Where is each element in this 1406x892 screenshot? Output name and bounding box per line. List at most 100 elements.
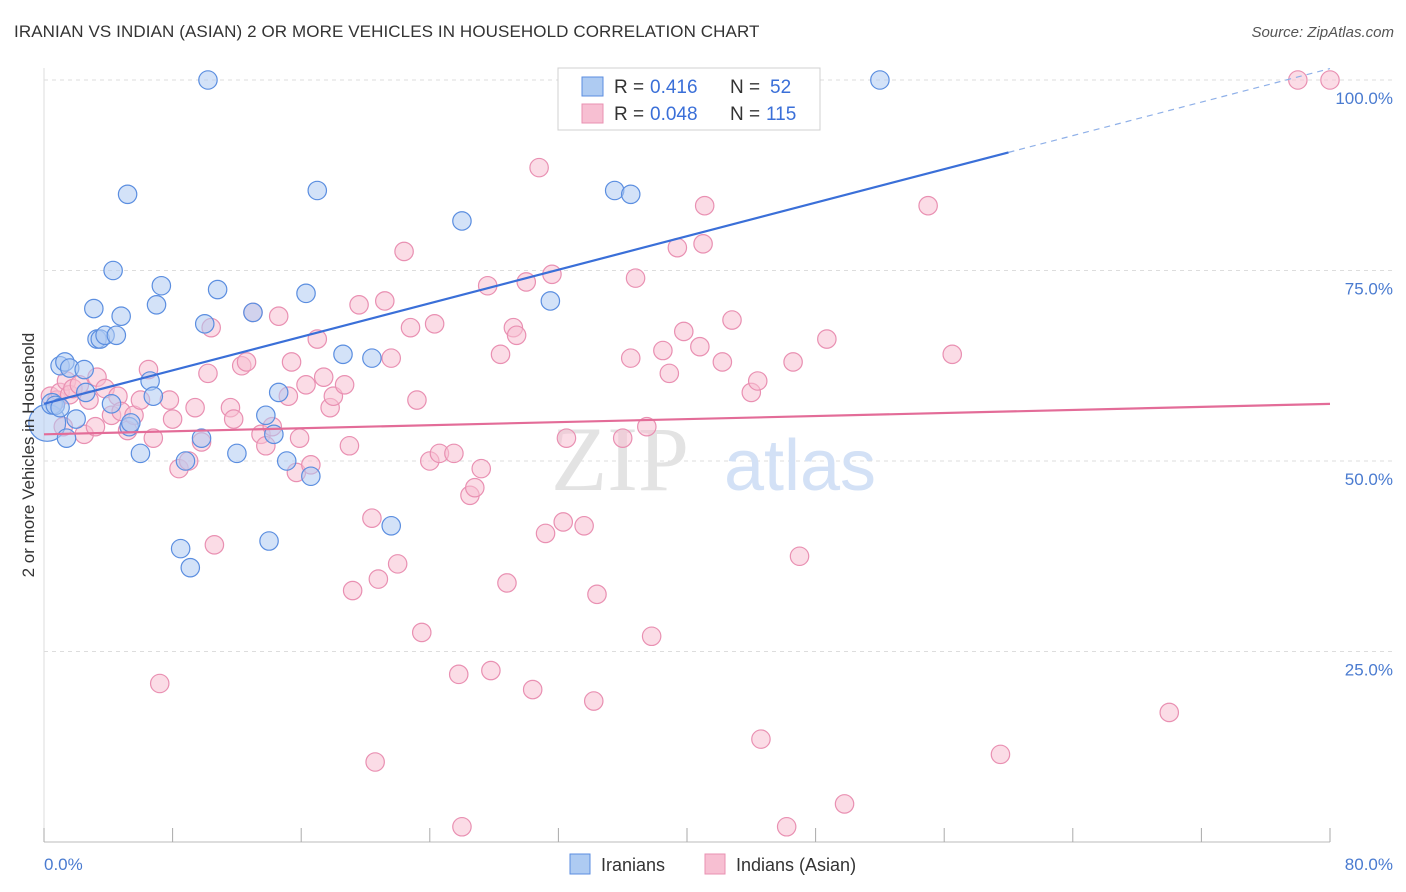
data-point [146, 294, 167, 315]
data-point [542, 264, 562, 285]
legend-swatch-iranians [569, 853, 591, 875]
trend-line-indians-asian [43, 402, 1331, 436]
data-point [553, 512, 574, 532]
data-point [180, 557, 201, 578]
data-point [712, 352, 733, 372]
watermark: ZIP atlas [551, 408, 876, 510]
data-point [817, 329, 837, 349]
data-point [151, 275, 172, 296]
data-point [870, 70, 890, 90]
data-point [191, 428, 212, 448]
data-point [362, 348, 382, 368]
data-point [637, 416, 657, 437]
data-point [587, 584, 607, 605]
data-point [990, 744, 1011, 765]
legend: Iranians Indians (Asian) [569, 853, 856, 875]
data-point [259, 531, 279, 551]
data-point [111, 306, 131, 327]
data-point [535, 523, 556, 544]
data-point [85, 416, 106, 437]
data-point [465, 477, 485, 498]
data-point [296, 374, 316, 395]
data-point [574, 515, 594, 536]
data-point [143, 428, 164, 448]
data-point [268, 382, 289, 403]
data-point [751, 729, 771, 749]
legend-swatch-indians-asian [704, 853, 726, 875]
data-point [448, 664, 469, 685]
stats-r-value-iranians: 0.416 [650, 77, 698, 98]
data-point [256, 405, 276, 426]
data-point [529, 157, 549, 178]
data-point [490, 344, 511, 365]
data-point [540, 291, 561, 311]
stats-swatch-indians-asian [581, 103, 604, 124]
data-point [722, 310, 742, 330]
stats-r-value-indians-asian: 0.048 [650, 104, 698, 125]
data-point [942, 344, 963, 365]
data-point [556, 428, 577, 448]
chart-title: IRANIAN VS INDIAN (ASIAN) 2 OR MORE VEHI… [14, 22, 760, 41]
data-point [400, 317, 421, 338]
data-point [497, 573, 517, 593]
series-indians-asian-points [40, 70, 1340, 837]
data-point [103, 260, 123, 281]
data-point [170, 538, 191, 559]
data-point [424, 314, 445, 334]
data-point [276, 451, 297, 471]
data-point [381, 348, 402, 368]
data-point [175, 451, 196, 471]
data-point [604, 180, 625, 201]
data-point [334, 374, 355, 395]
data-point [653, 340, 673, 361]
axes [43, 68, 1331, 843]
data-point [444, 443, 464, 464]
y-axis-label: 2 or more Vehicles in Household [19, 333, 38, 578]
data-point [659, 363, 680, 384]
data-point [583, 691, 604, 711]
stats-box: R = 0.416 N = 52 R = 0.048 N = 115 [557, 67, 821, 131]
data-point [333, 344, 353, 365]
data-point [694, 195, 715, 216]
data-point [106, 325, 127, 346]
data-point [313, 367, 334, 387]
data-point [381, 515, 402, 536]
watermark-atlas: atlas [724, 426, 876, 506]
data-point [407, 390, 427, 410]
data-point [296, 283, 316, 304]
data-point [776, 816, 797, 837]
data-point [693, 234, 713, 254]
data-point [690, 336, 710, 357]
x-tick-label-min: 0.0% [44, 855, 83, 874]
data-point [394, 241, 414, 262]
stats-n-label-iranians: N = [730, 77, 760, 98]
data-point [365, 752, 385, 772]
legend-label-indians-asian: Indians (Asian) [736, 855, 856, 875]
data-point [342, 580, 363, 601]
stats-n-label-indians-asian: N = [730, 104, 760, 125]
data-point [411, 622, 432, 643]
data-point [625, 268, 646, 288]
data-point [207, 279, 228, 300]
data-point [612, 428, 633, 448]
data-point [227, 443, 247, 464]
data-point [918, 195, 938, 216]
data-point [204, 535, 225, 555]
y-tick-label-25: 25.0% [1345, 661, 1393, 680]
data-point [374, 291, 395, 311]
x-tick-label-max: 80.0% [1345, 855, 1393, 874]
data-point [747, 371, 768, 391]
trend-line-iranians-extension [1008, 67, 1331, 153]
stats-r-label-iranians: R = [614, 77, 644, 98]
legend-label-iranians: Iranians [601, 855, 665, 875]
data-point [506, 325, 527, 346]
data-point [268, 306, 289, 327]
data-point [362, 508, 382, 528]
data-point [789, 546, 810, 567]
data-point [620, 348, 641, 368]
data-point [673, 321, 694, 342]
y-axis-tick-labels: 100.0% 75.0% 50.0% 25.0% [1335, 89, 1393, 680]
data-point [471, 458, 492, 479]
data-point [641, 626, 662, 647]
